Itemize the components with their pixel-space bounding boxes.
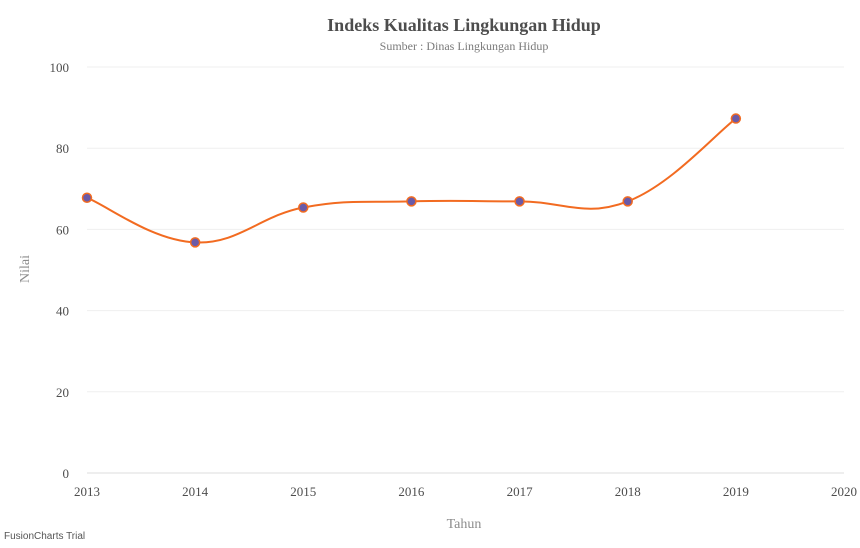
- x-tick-label: 2013: [74, 484, 100, 499]
- x-tick-label: 2020: [831, 484, 857, 499]
- y-tick-label: 20: [56, 385, 69, 400]
- x-tick-label: 2014: [182, 484, 209, 499]
- x-tick-label: 2019: [723, 484, 749, 499]
- chart-subtitle: Sumber : Dinas Lingkungan Hidup: [380, 39, 549, 53]
- chart-title: Indeks Kualitas Lingkungan Hidup: [327, 15, 601, 35]
- data-point[interactable]: [298, 202, 309, 213]
- x-tick-label: 2016: [398, 484, 425, 499]
- data-point[interactable]: [730, 113, 742, 124]
- y-tick-label: 40: [56, 304, 69, 319]
- marker-layer: [81, 113, 742, 248]
- x-tick-label: 2015: [290, 484, 316, 499]
- x-axis-title: Tahun: [447, 517, 482, 532]
- data-point[interactable]: [622, 196, 633, 207]
- data-point[interactable]: [81, 192, 93, 203]
- y-tick-label: 0: [63, 466, 70, 481]
- series-layer: [86, 117, 737, 244]
- series-line: [86, 117, 737, 244]
- x-axis-ticks: 2013 2014 2015 2016 2017 2018 2019 2020: [74, 484, 857, 499]
- y-tick-label: 100: [50, 60, 70, 75]
- y-tick-label: 60: [56, 222, 69, 237]
- data-point[interactable]: [189, 237, 201, 248]
- y-tick-label: 80: [56, 141, 69, 156]
- watermark: FusionCharts Trial: [4, 531, 86, 542]
- data-point[interactable]: [514, 196, 525, 207]
- x-tick-label: 2018: [615, 484, 641, 499]
- y-axis-ticks: 0 20 40 60 80 100: [50, 60, 70, 481]
- y-axis-title: Nilai: [18, 255, 33, 283]
- x-tick-label: 2017: [507, 484, 534, 499]
- gridlines: [87, 66, 844, 474]
- data-point[interactable]: [406, 196, 417, 207]
